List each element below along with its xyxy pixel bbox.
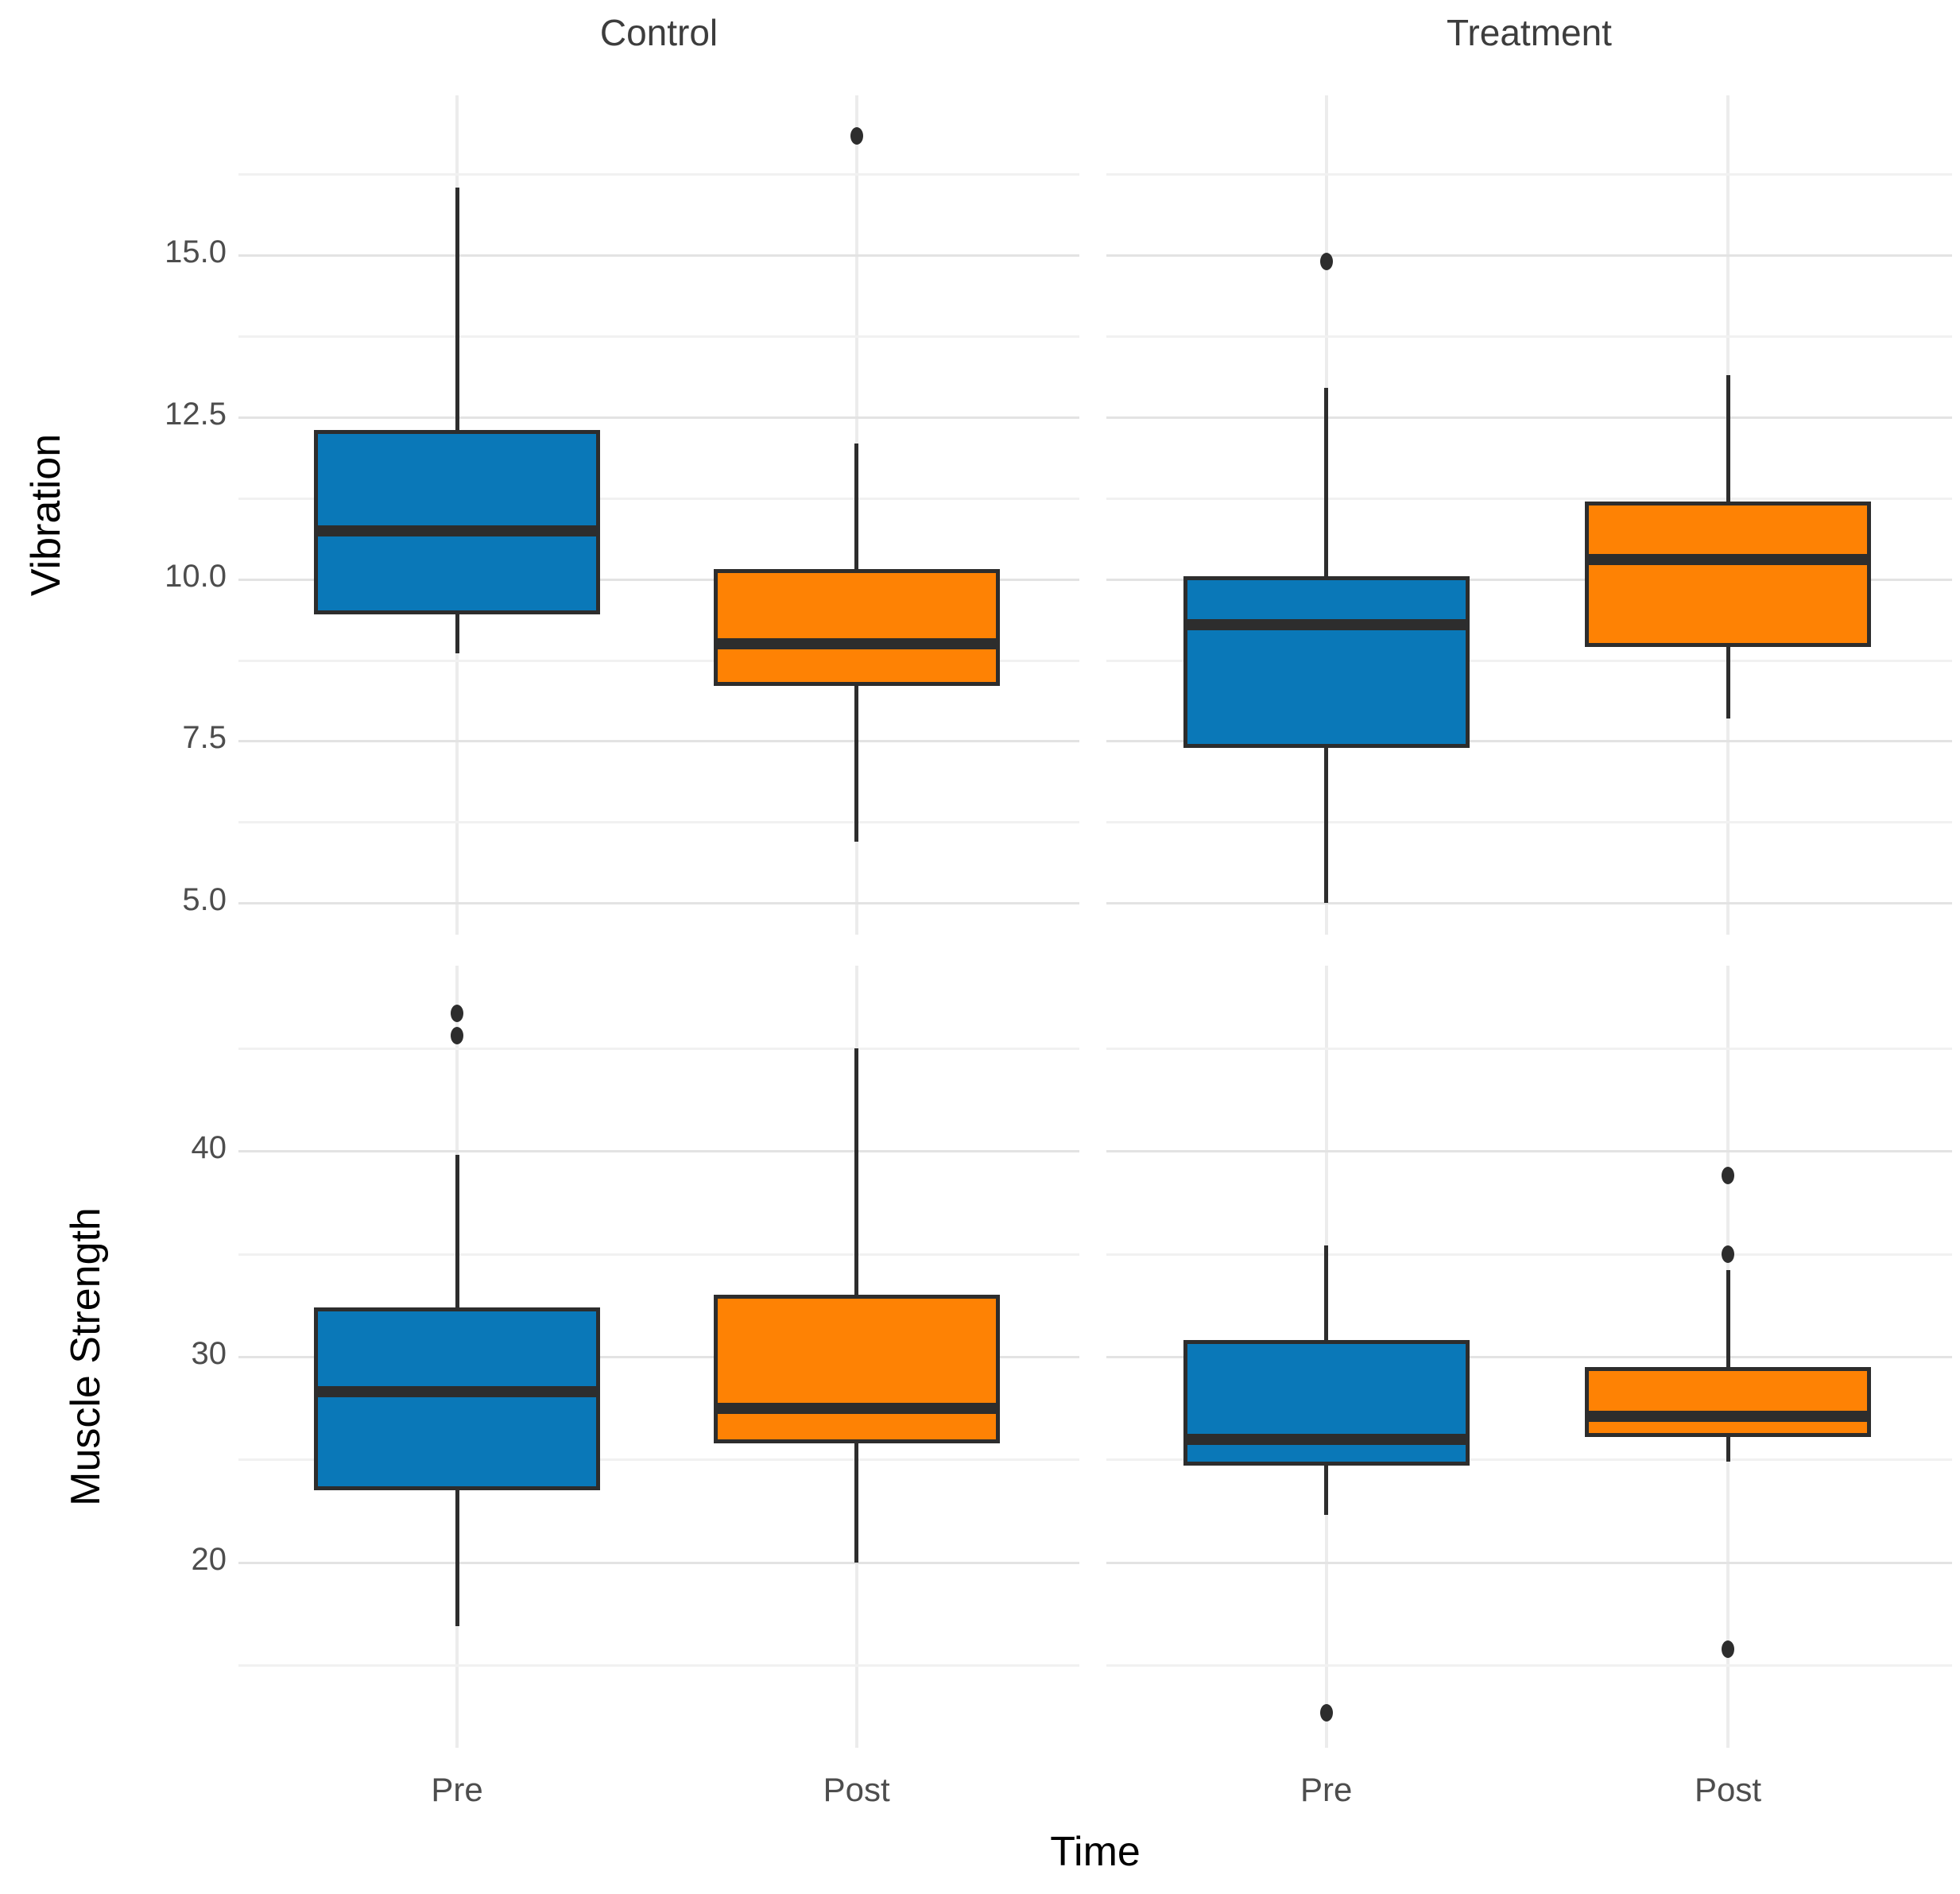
minor-gridline bbox=[1106, 497, 1952, 500]
major-gridline bbox=[1106, 1356, 1952, 1358]
y-tick-label-vibration-15: 15.0 bbox=[165, 234, 227, 270]
minor-gridline bbox=[238, 821, 1079, 824]
facet-title-treatment: Treatment bbox=[1447, 12, 1612, 53]
median-treatment-post-vibration bbox=[1585, 554, 1872, 566]
y-tick-label-vibration-5: 5.0 bbox=[182, 882, 227, 918]
major-gridline bbox=[1106, 1561, 1952, 1564]
y-axis-title-vibration: Vibration bbox=[23, 433, 69, 597]
minor-gridline bbox=[1106, 1458, 1952, 1462]
median-treatment-pre-muscle-strength bbox=[1183, 1433, 1470, 1445]
outlier-treatment-post-muscle-strength bbox=[1722, 1167, 1735, 1185]
minor-gridline bbox=[1106, 1664, 1952, 1667]
major-gridline bbox=[1106, 254, 1952, 258]
y-axis-title-muscle-strength: Muscle Strength bbox=[63, 1207, 109, 1506]
box-treatment-post-vibration bbox=[1585, 501, 1872, 648]
x-axis-title-time: Time bbox=[1050, 1829, 1141, 1875]
median-control-pre-vibration bbox=[314, 525, 601, 536]
y-tick-label-muscle-strength-20: 20 bbox=[191, 1541, 227, 1577]
outlier-treatment-post-muscle-strength bbox=[1722, 1245, 1735, 1263]
minor-gridline bbox=[1106, 173, 1952, 176]
major-gridline bbox=[1106, 1150, 1952, 1153]
x-tick-label-treatment-post-muscle-strength: Post bbox=[1695, 1771, 1762, 1808]
box-control-post-vibration bbox=[713, 569, 1000, 687]
outlier-control-pre-muscle-strength bbox=[451, 1004, 464, 1022]
minor-gridline bbox=[238, 1458, 1079, 1462]
major-gridline bbox=[1106, 902, 1952, 905]
box-control-post-muscle-strength bbox=[713, 1295, 1000, 1443]
outlier-treatment-pre-vibration bbox=[1319, 253, 1333, 271]
major-gridline bbox=[238, 1356, 1079, 1358]
minor-gridline bbox=[1106, 335, 1952, 339]
minor-gridline bbox=[1106, 1047, 1952, 1050]
minor-gridline bbox=[1106, 659, 1952, 662]
median-treatment-pre-vibration bbox=[1183, 618, 1470, 630]
y-tick-label-vibration-12.5: 12.5 bbox=[165, 396, 227, 432]
x-tick-label-control-pre-muscle-strength: Pre bbox=[431, 1771, 483, 1808]
minor-gridline bbox=[1106, 1253, 1952, 1256]
outlier-control-pre-muscle-strength bbox=[451, 1027, 464, 1045]
minor-gridline bbox=[238, 173, 1079, 176]
minor-gridline bbox=[238, 1253, 1079, 1256]
y-tick-label-muscle-strength-40: 40 bbox=[191, 1130, 227, 1166]
median-control-pre-muscle-strength bbox=[314, 1386, 601, 1398]
median-treatment-post-muscle-strength bbox=[1585, 1411, 1872, 1423]
x-tick-label-treatment-pre-muscle-strength: Pre bbox=[1300, 1771, 1353, 1808]
minor-gridline bbox=[238, 497, 1079, 500]
minor-gridline bbox=[238, 659, 1079, 662]
x-tick-label-control-post-muscle-strength: Post bbox=[823, 1771, 890, 1808]
major-gridline bbox=[1106, 578, 1952, 581]
box-control-pre-muscle-strength bbox=[314, 1307, 601, 1491]
median-control-post-vibration bbox=[713, 638, 1000, 650]
major-gridline bbox=[238, 902, 1079, 905]
y-tick-label-vibration-10: 10.0 bbox=[165, 558, 227, 594]
major-gridline bbox=[238, 1150, 1079, 1153]
major-gridline bbox=[1106, 740, 1952, 743]
outlier-treatment-pre-muscle-strength bbox=[1319, 1703, 1333, 1722]
box-treatment-pre-muscle-strength bbox=[1183, 1340, 1470, 1466]
facet-title-control: Control bbox=[599, 12, 719, 53]
minor-gridline bbox=[1106, 821, 1952, 824]
major-gridline bbox=[238, 578, 1079, 581]
y-tick-label-vibration-7.5: 7.5 bbox=[182, 720, 227, 756]
outlier-treatment-post-muscle-strength bbox=[1722, 1640, 1735, 1658]
major-gridline bbox=[238, 254, 1079, 258]
box-treatment-post-muscle-strength bbox=[1585, 1366, 1872, 1437]
outlier-control-post-vibration bbox=[850, 126, 863, 145]
minor-gridline bbox=[238, 1047, 1079, 1050]
whisker-treatment-post-muscle-strength bbox=[1726, 1270, 1730, 1462]
whisker-control-pre-vibration bbox=[455, 187, 459, 654]
major-gridline bbox=[238, 740, 1079, 743]
minor-gridline bbox=[238, 1664, 1079, 1667]
major-gridline bbox=[238, 416, 1079, 419]
box-control-pre-vibration bbox=[314, 430, 601, 615]
major-gridline bbox=[238, 1561, 1079, 1564]
box-treatment-pre-vibration bbox=[1183, 575, 1470, 748]
median-control-post-muscle-strength bbox=[713, 1402, 1000, 1414]
minor-gridline bbox=[238, 335, 1079, 339]
major-gridline bbox=[1106, 416, 1952, 419]
y-tick-label-muscle-strength-30: 30 bbox=[191, 1336, 227, 1371]
